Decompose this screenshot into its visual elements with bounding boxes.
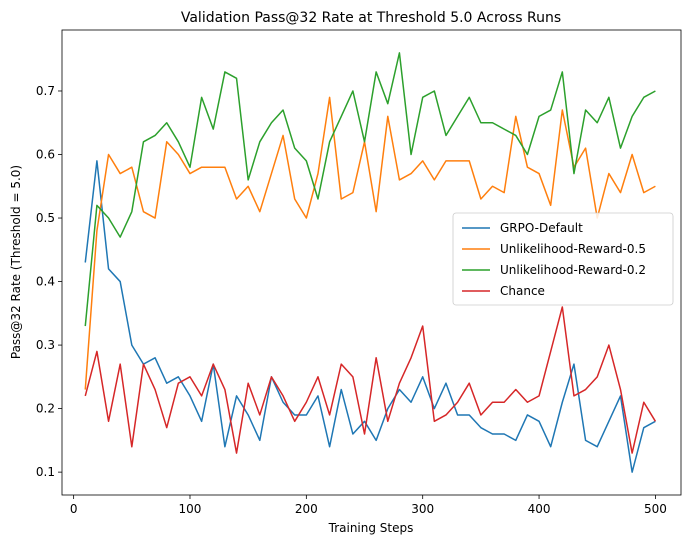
- legend-label-unlikelihood-0-2: Unlikelihood-Reward-0.2: [500, 263, 646, 277]
- y-tick-label: 0.2: [36, 402, 55, 416]
- y-tick-label: 0.4: [36, 275, 55, 289]
- x-tick-label: 100: [179, 502, 202, 516]
- legend-label-chance: Chance: [500, 284, 545, 298]
- legend-label-unlikelihood-0-5: Unlikelihood-Reward-0.5: [500, 242, 646, 256]
- y-tick-label: 0.6: [36, 148, 55, 162]
- series-line-grpo-default: [84, 160, 656, 473]
- y-axis-label: Pass@32 Rate (Threshold = 5.0): [9, 165, 23, 359]
- y-axis: 0.1 0.2 0.3 0.4 0.5 0.6 0.7: [36, 84, 62, 479]
- y-tick-label: 0.3: [36, 338, 55, 352]
- series-line-unlikelihood-reward-0-2: [84, 52, 656, 327]
- x-tick-label: 300: [411, 502, 434, 516]
- y-tick-label: 0.5: [36, 211, 55, 225]
- legend-label-grpo-default: GRPO-Default: [500, 221, 583, 235]
- x-tick-label: 200: [295, 502, 318, 516]
- legend: GRPO-Default Unlikelihood-Reward-0.5 Unl…: [452, 212, 674, 306]
- x-axis-label: Training Steps: [328, 521, 414, 535]
- chart-title: Validation Pass@32 Rate at Threshold 5.0…: [181, 10, 561, 26]
- y-tick-label: 0.7: [36, 84, 55, 98]
- x-axis: 0 100 200 300 400 500: [70, 495, 667, 516]
- series-line-unlikelihood-reward-0-5: [84, 96, 656, 390]
- x-tick-label: 400: [528, 502, 551, 516]
- y-tick-label: 0.1: [36, 465, 55, 479]
- series-line-chance: [84, 306, 657, 454]
- x-tick-label: 0: [70, 502, 78, 516]
- legend-box: [452, 212, 674, 306]
- series-layer: [84, 52, 657, 473]
- plot-frame: [61, 29, 682, 496]
- x-tick-label: 500: [644, 502, 667, 516]
